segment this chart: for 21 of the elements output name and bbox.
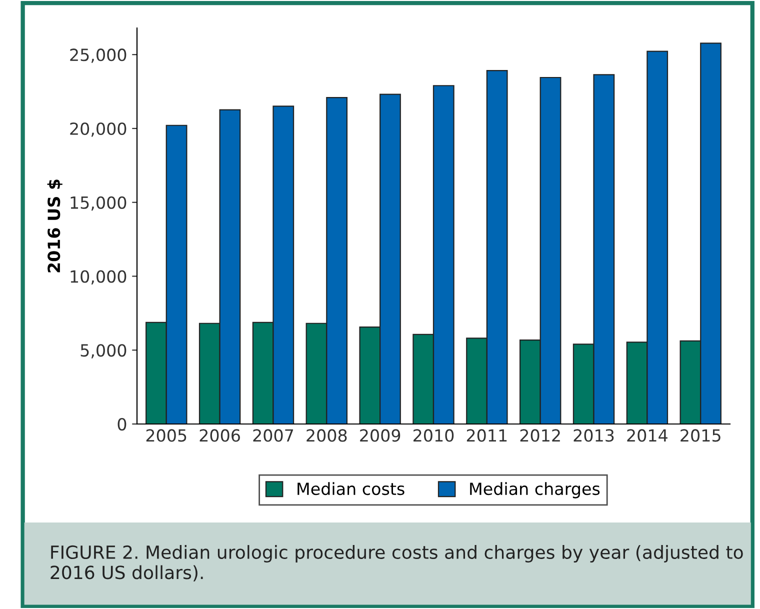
legend-label: Median costs [298, 482, 404, 496]
x-tick-label: 2007 [253, 429, 294, 442]
x-tick-label: 2012 [520, 429, 560, 442]
x-tick-label: 2005 [146, 429, 186, 442]
y-tick-label: 25,000 [70, 48, 126, 63]
y-tick-label: 10,000 [70, 270, 126, 285]
x-tick-label: 2013 [574, 429, 614, 442]
x-tick-label: 2009 [360, 429, 400, 442]
y-axis-title: 2016 US $ [47, 180, 62, 272]
y-tick-label: 15,000 [70, 196, 126, 211]
x-tick-label: 2008 [306, 429, 347, 442]
y-tick-label: 20,000 [70, 122, 126, 137]
text: FIGURE 2. Median urologic procedure costs and charges by year (adjusted to 2016 US dollars). [50, 545, 743, 582]
x-tick-label: 2010 [414, 429, 454, 442]
x-tick-label: 2011 [466, 429, 507, 442]
x-tick-label: 2015 [680, 429, 720, 442]
y-tick-label: 5,000 [80, 344, 126, 358]
x-tick-label: 2006 [200, 429, 240, 442]
y-tick-label: 0 [118, 418, 126, 431]
legend-label: Median charges [470, 482, 600, 498]
x-tick-label: 2014 [627, 429, 668, 442]
